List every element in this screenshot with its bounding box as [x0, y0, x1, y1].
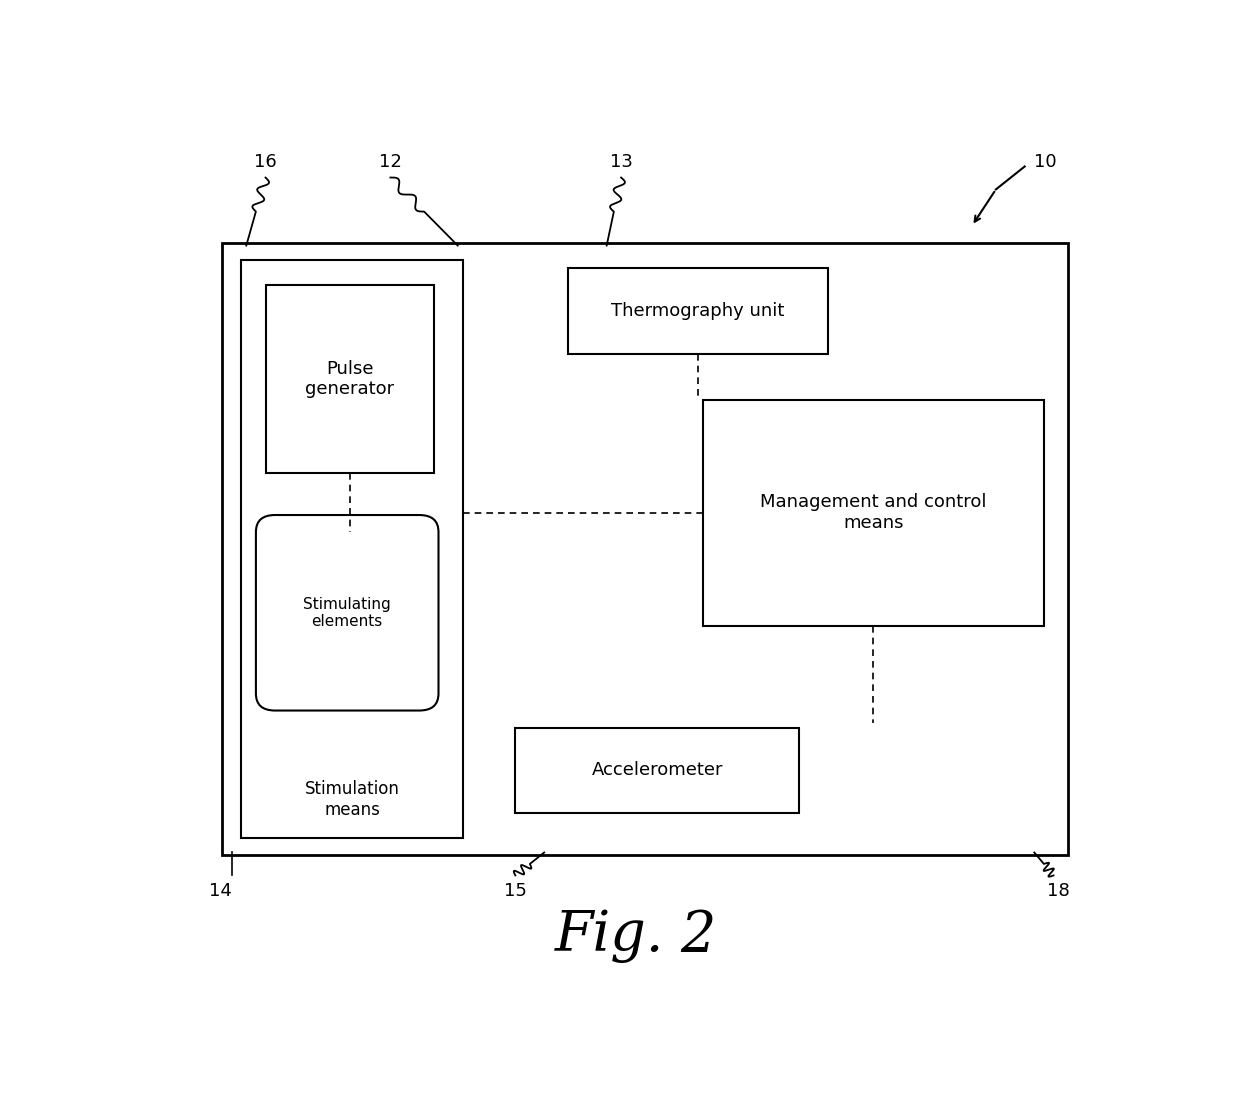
- Text: Management and control
means: Management and control means: [760, 493, 987, 532]
- Text: Stimulating
elements: Stimulating elements: [304, 596, 391, 629]
- Bar: [516, 728, 799, 813]
- Bar: [242, 259, 463, 838]
- Text: 16: 16: [254, 153, 277, 171]
- Text: 14: 14: [208, 882, 232, 900]
- FancyBboxPatch shape: [255, 514, 439, 711]
- Text: 12: 12: [379, 153, 402, 171]
- Text: 13: 13: [610, 153, 632, 171]
- Text: Accelerometer: Accelerometer: [591, 761, 723, 779]
- Text: Fig. 2: Fig. 2: [554, 909, 717, 963]
- Text: Pulse
generator: Pulse generator: [305, 360, 394, 399]
- Text: 10: 10: [1034, 153, 1056, 171]
- Bar: [222, 243, 1068, 854]
- Text: Thermography unit: Thermography unit: [611, 302, 785, 320]
- Text: 15: 15: [503, 882, 527, 900]
- Bar: [703, 401, 1044, 626]
- Text: Stimulation
means: Stimulation means: [305, 781, 399, 819]
- Bar: [568, 268, 828, 353]
- Text: 18: 18: [1047, 882, 1070, 900]
- Bar: [265, 286, 434, 473]
